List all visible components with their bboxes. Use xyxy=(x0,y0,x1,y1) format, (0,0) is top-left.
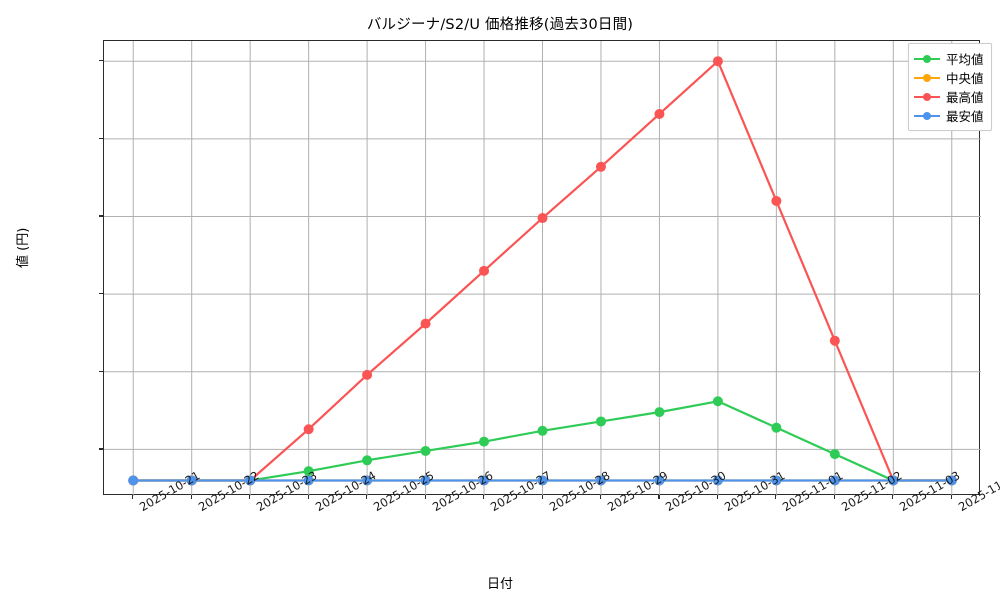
x-axis-tick-label: 2025-11-01 xyxy=(780,468,845,514)
legend-item[interactable]: 最高値 xyxy=(914,87,984,106)
x-axis-tick-mark xyxy=(950,495,952,499)
x-axis-tick-mark xyxy=(541,495,543,499)
x-axis-tick-mark xyxy=(658,495,660,499)
y-axis-tick-mark xyxy=(99,370,103,372)
data-point-marker xyxy=(712,475,723,486)
y-axis-tick-mark xyxy=(99,137,103,139)
data-point-marker xyxy=(829,475,840,486)
series-line xyxy=(132,60,953,482)
x-axis-tick-mark xyxy=(892,495,894,499)
x-axis-tick-label: 2025-10-24 xyxy=(313,468,378,514)
x-axis-tick-label: 2025-10-30 xyxy=(663,468,728,514)
data-point-marker xyxy=(245,475,256,486)
data-point-marker xyxy=(829,449,840,460)
x-axis-tick-label: 2025-10-21 xyxy=(137,468,202,514)
x-axis-tick-label: 2025-10-22 xyxy=(196,468,261,514)
legend-marker-icon xyxy=(914,72,940,84)
y-axis-tick-mark xyxy=(99,60,103,62)
x-axis-tick-mark xyxy=(190,495,192,499)
legend-label: 平均値 xyxy=(946,52,984,67)
series-lines xyxy=(128,56,957,486)
data-point-marker xyxy=(712,56,723,67)
data-point-marker xyxy=(771,475,782,486)
data-point-marker xyxy=(771,422,782,433)
data-point-marker xyxy=(420,475,431,486)
data-point-marker xyxy=(595,416,606,427)
x-axis-tick-mark xyxy=(599,495,602,499)
x-axis-tick-label: 2025-11-04 xyxy=(956,468,1000,514)
data-point-marker xyxy=(654,407,665,418)
data-point-marker xyxy=(420,318,431,329)
x-axis-tick-label: 2025-10-27 xyxy=(488,468,553,514)
legend-label: 中央値 xyxy=(946,71,984,86)
data-point-marker xyxy=(537,213,548,224)
data-point-marker xyxy=(712,396,723,407)
legend-marker-icon xyxy=(914,91,940,103)
data-point-marker xyxy=(362,475,373,486)
y-axis-tick-mark xyxy=(99,293,103,295)
data-point-marker xyxy=(479,265,490,276)
legend-marker-icon xyxy=(914,53,940,65)
x-axis-tick-mark xyxy=(424,495,426,499)
data-point-marker xyxy=(595,161,606,172)
x-axis-label: 日付 xyxy=(486,577,513,592)
data-point-marker xyxy=(420,445,431,456)
x-axis-tick-mark xyxy=(249,495,251,499)
data-point-marker xyxy=(654,475,665,486)
x-axis-tick-mark xyxy=(132,495,134,499)
legend-label: 最高値 xyxy=(946,90,984,105)
data-point-marker xyxy=(303,466,314,477)
legend-item[interactable]: 中央値 xyxy=(914,68,984,87)
plot-area xyxy=(103,40,981,496)
chart-title: バルジーナ/S2/U 価格推移(過去30日間) xyxy=(366,17,634,33)
legend-label: 最安値 xyxy=(946,109,984,124)
data-point-marker xyxy=(537,475,548,486)
data-point-marker xyxy=(479,475,490,486)
x-axis-tick-label: 2025-11-03 xyxy=(897,468,962,514)
x-axis-tick-label: 2025-10-23 xyxy=(254,468,319,514)
x-axis-tick-mark xyxy=(366,495,368,499)
data-point-marker xyxy=(829,335,840,346)
x-axis-tick-label: 2025-10-25 xyxy=(371,468,436,514)
data-point-marker xyxy=(537,425,548,436)
legend-marker-icon xyxy=(914,110,940,122)
data-point-marker xyxy=(128,475,139,486)
data-point-marker xyxy=(186,475,197,486)
data-point-marker xyxy=(888,475,899,486)
chart-legend: 平均値中央値最高値最安値 xyxy=(908,43,992,131)
x-axis-tick-mark xyxy=(775,495,777,499)
legend-item[interactable]: 平均値 xyxy=(914,49,984,68)
y-axis-tick-mark xyxy=(99,448,103,450)
data-point-marker xyxy=(595,475,606,486)
x-axis-tick-mark xyxy=(483,495,485,499)
series-line xyxy=(132,400,953,482)
legend-item[interactable]: 最安値 xyxy=(914,106,984,125)
data-point-marker xyxy=(362,455,373,466)
x-axis-tick-label: 2025-10-28 xyxy=(547,468,612,514)
x-axis-tick-label: 2025-10-29 xyxy=(605,468,670,514)
data-point-marker xyxy=(771,195,782,206)
data-point-marker xyxy=(946,475,957,486)
x-axis-tick-label: 2025-11-02 xyxy=(839,468,904,514)
x-axis-tick-mark xyxy=(307,495,309,499)
x-axis-tick-label: 2025-10-31 xyxy=(722,468,787,514)
y-axis-label: 値 (円) xyxy=(16,227,31,268)
data-point-marker xyxy=(654,108,665,119)
data-point-marker xyxy=(303,424,314,435)
y-axis-tick-mark xyxy=(99,215,103,217)
x-axis-tick-mark xyxy=(833,495,835,499)
data-point-marker xyxy=(479,436,490,447)
x-axis-tick-label: 2025-10-26 xyxy=(430,468,495,514)
data-point-marker xyxy=(303,475,314,486)
x-axis-tick-mark xyxy=(716,495,718,499)
data-point-marker xyxy=(362,369,373,380)
